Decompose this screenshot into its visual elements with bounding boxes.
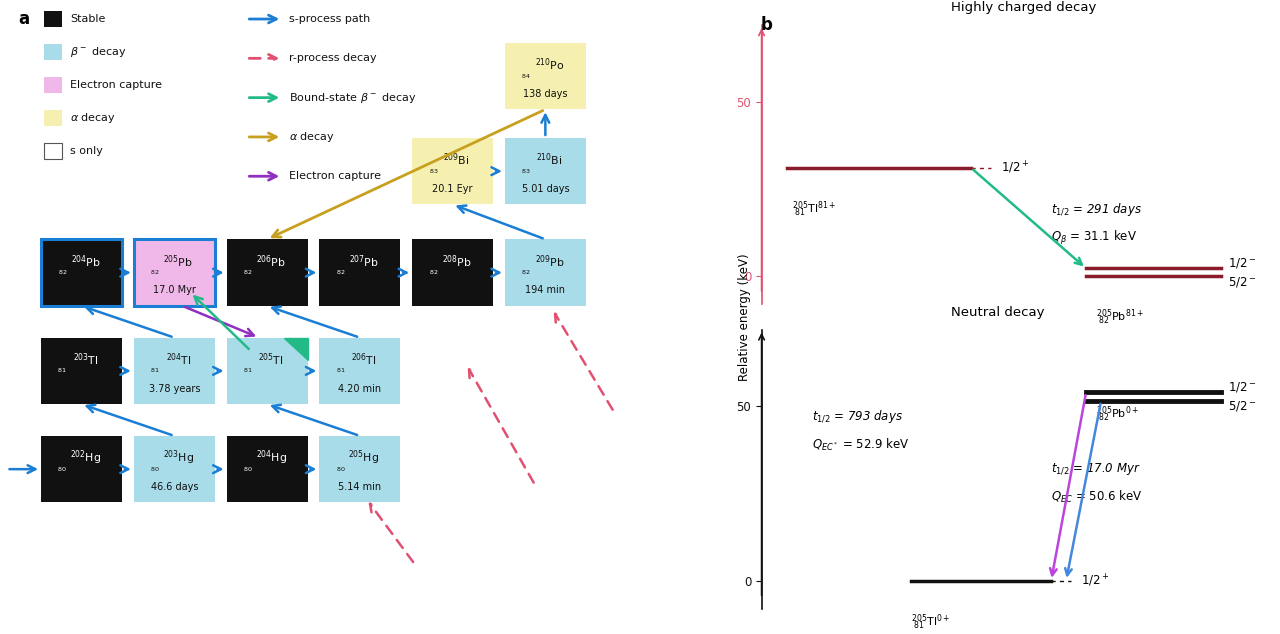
- Bar: [412, 138, 493, 204]
- Text: Stable: Stable: [70, 14, 105, 24]
- Text: Relative energy (keV): Relative energy (keV): [739, 253, 751, 381]
- Text: $_{81}$: $_{81}$: [58, 366, 67, 375]
- Text: $\alpha$ decay: $\alpha$ decay: [289, 130, 335, 144]
- Bar: [504, 239, 586, 306]
- Text: s-process path: s-process path: [289, 14, 370, 24]
- Bar: [319, 436, 401, 502]
- Text: $^{210}$Bi: $^{210}$Bi: [536, 152, 563, 168]
- Text: $^{205}_{\ 82}$Pb$^{81+}$: $^{205}_{\ 82}$Pb$^{81+}$: [1096, 307, 1144, 327]
- Text: Electron capture: Electron capture: [289, 171, 381, 181]
- Text: $_{82}$: $_{82}$: [58, 268, 67, 277]
- Bar: [44, 143, 61, 159]
- Bar: [504, 42, 586, 109]
- Text: $^{210}$Po: $^{210}$Po: [535, 56, 564, 73]
- Text: 5.14 min: 5.14 min: [338, 482, 381, 492]
- Text: 46.6 days: 46.6 days: [151, 482, 198, 492]
- Text: $_{81}$: $_{81}$: [335, 366, 346, 375]
- Text: a: a: [18, 10, 29, 27]
- Text: $^{202}$Hg: $^{202}$Hg: [70, 448, 101, 467]
- Text: Electron capture: Electron capture: [70, 80, 161, 90]
- Text: $^{204}$Hg: $^{204}$Hg: [256, 448, 287, 467]
- Text: $_{80}$: $_{80}$: [335, 465, 346, 474]
- Bar: [227, 337, 307, 404]
- Text: 194 min: 194 min: [525, 285, 566, 295]
- Text: $t_{1/2}$ = 291 days: $t_{1/2}$ = 291 days: [1051, 202, 1142, 219]
- Text: $_{80}$: $_{80}$: [243, 465, 252, 474]
- Text: 5/2$^-$: 5/2$^-$: [1229, 399, 1257, 413]
- Text: $_{83}$: $_{83}$: [521, 167, 531, 176]
- Bar: [227, 239, 307, 306]
- Text: $t_{1/2}$ = 17.0 Myr: $t_{1/2}$ = 17.0 Myr: [1051, 462, 1140, 477]
- Bar: [44, 77, 61, 93]
- Text: $Q_{EC}$ = 50.6 keV: $Q_{EC}$ = 50.6 keV: [1051, 489, 1143, 505]
- Polygon shape: [284, 337, 307, 359]
- Text: $^{209}$Bi: $^{209}$Bi: [443, 152, 470, 168]
- Bar: [504, 138, 586, 204]
- Bar: [133, 337, 215, 404]
- Text: r-process decay: r-process decay: [289, 53, 376, 63]
- Text: 1/2$^+$: 1/2$^+$: [1082, 573, 1110, 589]
- Text: $_{82}$: $_{82}$: [429, 268, 438, 277]
- Text: 17.0 Myr: 17.0 Myr: [152, 285, 196, 295]
- Text: Neutral decay: Neutral decay: [951, 306, 1044, 318]
- Bar: [133, 239, 215, 306]
- Bar: [41, 239, 122, 306]
- Bar: [412, 239, 493, 306]
- Text: Bound-state $\beta^-$ decay: Bound-state $\beta^-$ decay: [289, 91, 417, 105]
- Bar: [41, 436, 122, 502]
- Bar: [44, 110, 61, 126]
- Text: $Q_\beta$ = 31.1 keV: $Q_\beta$ = 31.1 keV: [1051, 229, 1137, 247]
- Text: $^{205}$Tl: $^{205}$Tl: [259, 351, 284, 368]
- Text: b: b: [760, 16, 772, 34]
- Text: $^{204}$Tl: $^{204}$Tl: [165, 351, 191, 368]
- Text: 1/2$^-$: 1/2$^-$: [1229, 256, 1257, 270]
- Text: 5.01 days: 5.01 days: [521, 184, 570, 194]
- Bar: [41, 337, 122, 404]
- Bar: [319, 337, 401, 404]
- Bar: [133, 239, 215, 306]
- Text: 3.78 years: 3.78 years: [148, 384, 200, 394]
- Text: $^{205}_{\ 81}$Tl$^{0+}$: $^{205}_{\ 81}$Tl$^{0+}$: [911, 612, 951, 631]
- Bar: [41, 239, 122, 306]
- Text: $_{80}$: $_{80}$: [150, 465, 160, 474]
- Text: $_{83}$: $_{83}$: [429, 167, 438, 176]
- Text: $^{209}$Pb: $^{209}$Pb: [535, 253, 564, 269]
- Text: $_{82}$: $_{82}$: [335, 268, 346, 277]
- Text: $Q_{EC^*}$ = 52.9 keV: $Q_{EC^*}$ = 52.9 keV: [812, 437, 909, 453]
- Text: $_{82}$: $_{82}$: [150, 268, 160, 277]
- Text: $^{205}_{\ 82}$Pb$^{0+}$: $^{205}_{\ 82}$Pb$^{0+}$: [1096, 404, 1139, 424]
- Text: $_{82}$: $_{82}$: [243, 268, 252, 277]
- Text: $^{206}$Tl: $^{206}$Tl: [351, 351, 376, 368]
- Text: $^{203}$Tl: $^{203}$Tl: [73, 351, 99, 368]
- Bar: [44, 44, 61, 60]
- Text: $^{203}$Hg: $^{203}$Hg: [163, 448, 195, 467]
- Text: $\alpha$ decay: $\alpha$ decay: [70, 111, 115, 125]
- Text: $\beta^-$ decay: $\beta^-$ decay: [70, 45, 127, 59]
- Text: 20.1 Eyr: 20.1 Eyr: [433, 184, 472, 194]
- Text: $_{82}$: $_{82}$: [521, 268, 531, 277]
- Text: $_{81}$: $_{81}$: [150, 366, 160, 375]
- Text: $_{81}$: $_{81}$: [243, 366, 252, 375]
- Text: $^{205}$Hg: $^{205}$Hg: [348, 448, 379, 467]
- Text: $^{204}$Pb: $^{204}$Pb: [70, 253, 101, 269]
- Text: $^{208}$Pb: $^{208}$Pb: [442, 253, 471, 269]
- Text: $_{84}$: $_{84}$: [521, 72, 531, 81]
- Text: $^{205}_{\ 81}$Tl$^{81+}$: $^{205}_{\ 81}$Tl$^{81+}$: [791, 199, 836, 219]
- Text: $^{206}$Pb: $^{206}$Pb: [256, 253, 287, 269]
- Text: $t_{1/2}$ = 793 days: $t_{1/2}$ = 793 days: [812, 408, 902, 425]
- Text: $^{207}$Pb: $^{207}$Pb: [349, 253, 379, 269]
- Text: Highly charged decay: Highly charged decay: [951, 1, 1097, 14]
- Bar: [319, 239, 401, 306]
- Text: $_{80}$: $_{80}$: [58, 465, 67, 474]
- Bar: [133, 436, 215, 502]
- Text: s only: s only: [70, 146, 102, 156]
- Text: 1/2$^-$: 1/2$^-$: [1229, 380, 1257, 394]
- Text: 1/2$^+$: 1/2$^+$: [1001, 160, 1029, 176]
- Bar: [44, 11, 61, 27]
- Text: 4.20 min: 4.20 min: [338, 384, 381, 394]
- Text: 5/2$^-$: 5/2$^-$: [1229, 275, 1257, 288]
- Bar: [227, 436, 307, 502]
- Text: $^{205}$Pb: $^{205}$Pb: [164, 253, 193, 269]
- Text: 138 days: 138 days: [524, 89, 567, 99]
